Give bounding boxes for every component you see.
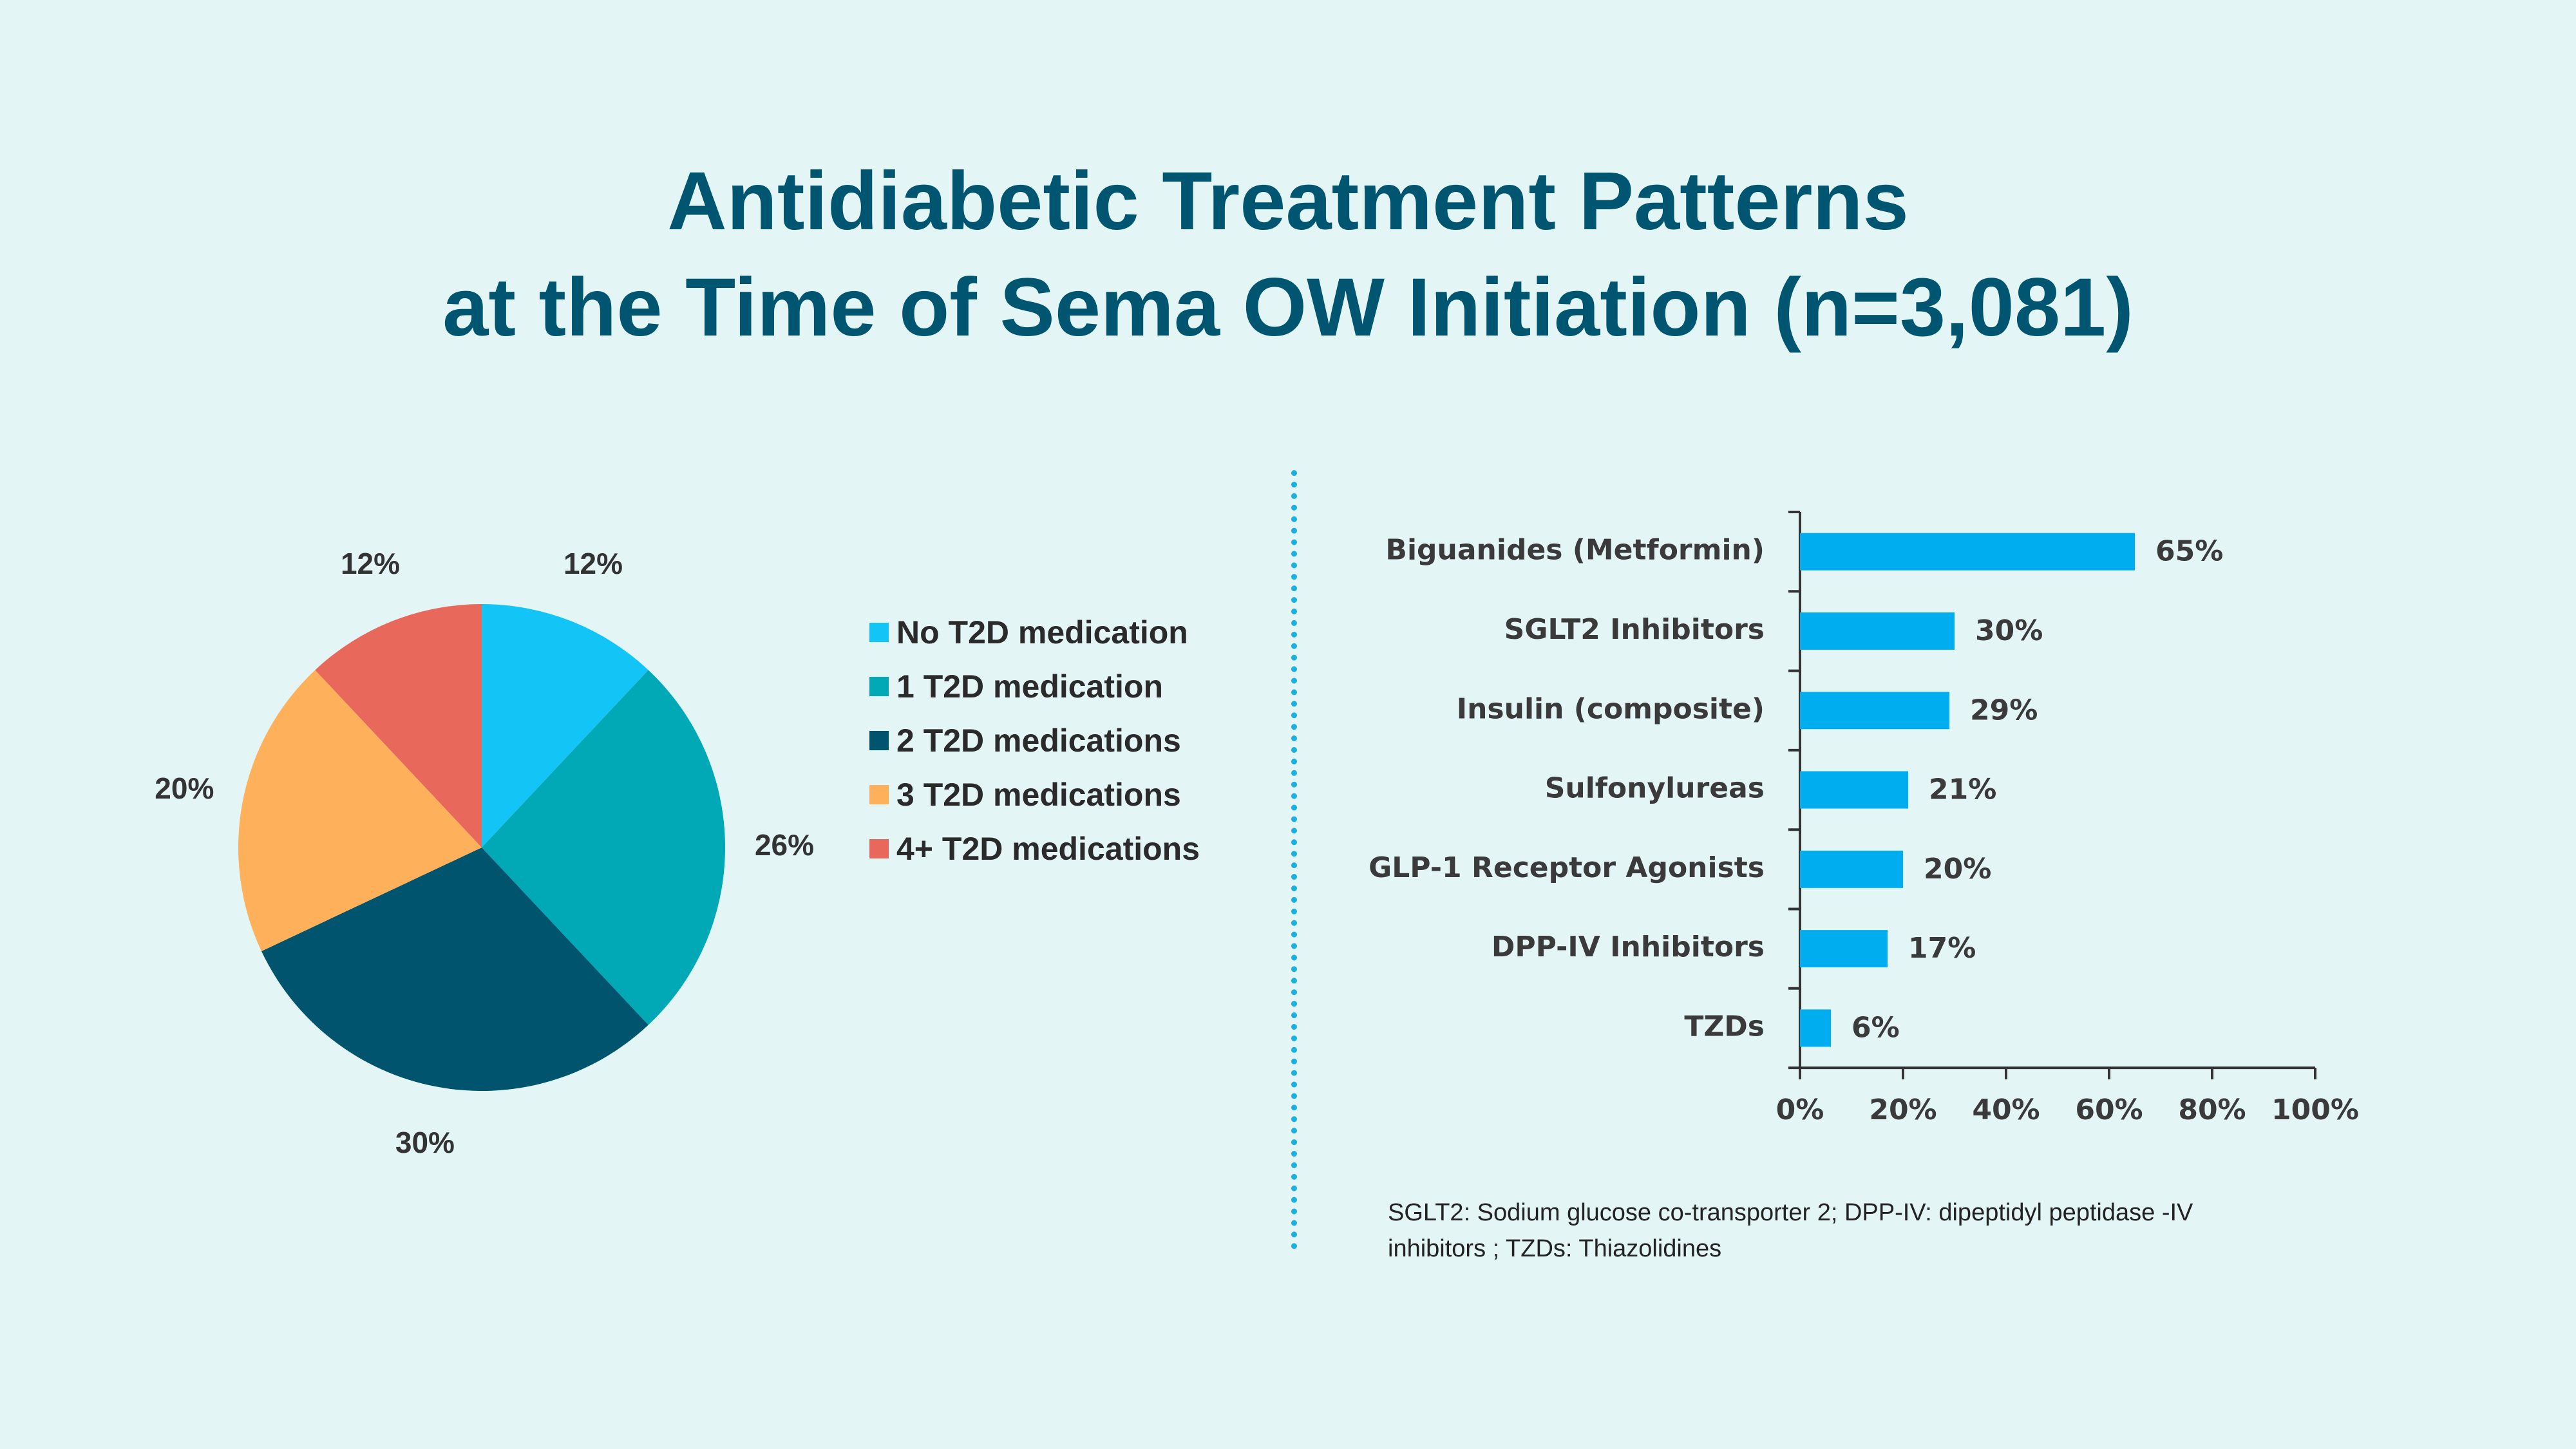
bar-value-label: 29% xyxy=(1970,694,2038,726)
dotted-divider xyxy=(1291,470,1297,1249)
legend-item: 2 T2D medications xyxy=(869,714,1200,768)
x-tick-label: 20% xyxy=(1869,1094,1937,1126)
pie-slice xyxy=(261,848,649,1091)
legend-label: 3 T2D medications xyxy=(896,777,1181,813)
category-label: Insulin (composite) xyxy=(1457,692,1765,725)
footnote: SGLT2: Sodium glucose co-transporter 2; … xyxy=(1388,1195,2354,1267)
pie-slice-label: 20% xyxy=(155,772,214,805)
bar xyxy=(1800,533,2135,571)
bar-value-label: 17% xyxy=(1908,932,1976,965)
bar-value-label: 20% xyxy=(1924,853,1991,886)
legend-item: 3 T2D medications xyxy=(869,768,1200,822)
legend-swatch xyxy=(869,785,889,804)
category-label: SGLT2 Inhibitors xyxy=(1504,613,1765,646)
category-label: Biguanides (Metformin) xyxy=(1385,534,1765,567)
category-label: TZDs xyxy=(1684,1010,1765,1043)
legend-label: 4+ T2D medications xyxy=(896,831,1200,867)
bar-value-label: 65% xyxy=(2155,535,2223,568)
footnote-line-2: inhibitors ; TZDs: Thiazolidines xyxy=(1388,1235,1722,1262)
x-tick-label: 100% xyxy=(2271,1094,2359,1126)
bar xyxy=(1800,850,1903,888)
legend-label: No T2D medication xyxy=(896,614,1188,650)
pie-slice-label: 26% xyxy=(755,828,814,862)
pie-slice-label: 12% xyxy=(341,547,400,580)
category-label: GLP-1 Receptor Agonists xyxy=(1368,851,1765,884)
pie-slice xyxy=(482,670,725,1025)
bar-value-label: 21% xyxy=(1929,773,1996,806)
pie-slice xyxy=(315,604,482,848)
legend-item: No T2D medication xyxy=(869,605,1200,659)
bar-value-label: 30% xyxy=(1975,614,2043,647)
x-tick-label: 80% xyxy=(2178,1094,2246,1126)
bar xyxy=(1800,692,1949,730)
legend-swatch xyxy=(869,677,889,696)
legend-item: 4+ T2D medications xyxy=(869,822,1200,876)
pie-slice xyxy=(238,670,482,951)
bar xyxy=(1800,930,1888,968)
x-tick-label: 0% xyxy=(1776,1094,1824,1126)
category-label: Sulfonylureas xyxy=(1545,772,1765,805)
pie-slice-label: 12% xyxy=(564,547,623,580)
legend-item: 1 T2D medication xyxy=(869,659,1200,714)
bar-value-label: 6% xyxy=(1852,1011,1900,1044)
pie-slice xyxy=(482,604,649,848)
bar xyxy=(1800,1009,1831,1047)
legend-swatch xyxy=(869,839,889,858)
footnote-line-1: SGLT2: Sodium glucose co-transporter 2; … xyxy=(1388,1199,2193,1226)
pie-slice-label: 30% xyxy=(395,1126,455,1159)
title-line-1: Antidiabetic Treatment Patterns xyxy=(667,155,1909,247)
pie-legend: No T2D medication 1 T2D medication 2 T2D… xyxy=(869,605,1200,876)
legend-swatch xyxy=(869,623,889,642)
x-tick-label: 40% xyxy=(1972,1094,2040,1126)
bar xyxy=(1800,612,1955,650)
legend-label: 2 T2D medications xyxy=(896,723,1181,759)
x-tick-label: 60% xyxy=(2075,1094,2143,1126)
legend-swatch xyxy=(869,731,889,750)
title-line-2: at the Time of Sema OW Initiation (n=3,0… xyxy=(442,261,2134,354)
bar xyxy=(1800,771,1908,809)
category-label: DPP-IV Inhibitors xyxy=(1492,931,1765,963)
chart-title: Antidiabetic Treatment Patterns at the T… xyxy=(0,148,2576,361)
legend-label: 1 T2D medication xyxy=(896,668,1163,705)
